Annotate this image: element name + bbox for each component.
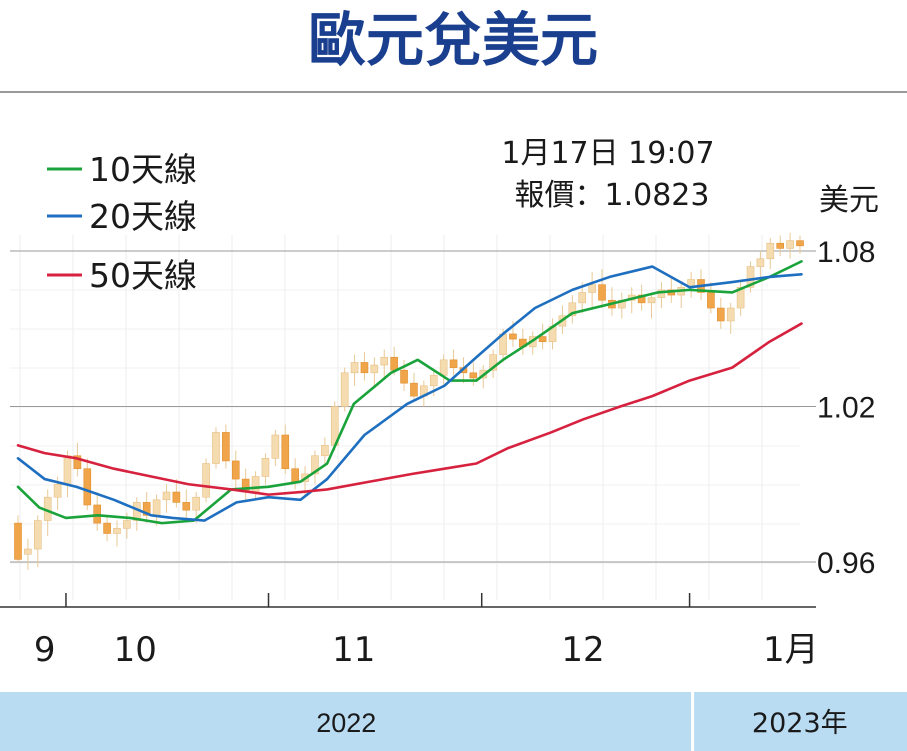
x-tick-label: 10 (114, 630, 157, 670)
legend-label-ma10: 10天線 (89, 150, 197, 189)
x-axis-tick-labels: 9 10 11 12 1月 (34, 630, 819, 670)
year-label-2022: 2022 (316, 708, 376, 738)
candle-body (53, 483, 62, 498)
y-axis-tick-labels: 1.08 1.02 0.96 (817, 236, 875, 580)
candle-body (231, 460, 240, 480)
candle-body (489, 354, 497, 371)
series-line-ma50 (16, 322, 803, 496)
candle-body (340, 372, 349, 407)
x-tick-label: 1月 (763, 630, 819, 670)
candle-body (746, 266, 755, 288)
candle-body (707, 292, 715, 309)
candle-body (786, 240, 794, 249)
candle-body (370, 364, 379, 374)
candle-body (93, 504, 101, 524)
candle-body (251, 476, 260, 493)
candle-body (83, 468, 92, 506)
candle-body (439, 359, 448, 376)
candle-body (73, 455, 82, 470)
annotation-price: 報價：1.0823 (515, 178, 710, 213)
moving-average-lines (16, 260, 803, 525)
x-tick-label: 12 (561, 630, 604, 670)
gridlines (10, 235, 816, 600)
candle-body (657, 289, 666, 298)
year-label-2023: 2023年 (752, 708, 848, 739)
x-axis-ticks (65, 593, 691, 607)
candlesticks (14, 232, 804, 570)
candle-body (14, 522, 22, 560)
candle-body (568, 302, 577, 317)
candle-body (103, 522, 111, 534)
candle-body (776, 242, 785, 249)
x-tick-label: 11 (332, 630, 375, 670)
year-band-background (0, 692, 907, 751)
y-tick-label: 1.08 (817, 236, 875, 269)
candle-body (142, 502, 151, 516)
candle-body (222, 432, 230, 462)
candle-body (410, 382, 418, 397)
candle-body (429, 375, 438, 387)
candle-body (202, 463, 210, 498)
candle-body (647, 297, 656, 304)
candle-body (469, 372, 478, 379)
candle-body (350, 362, 359, 374)
candle-body (113, 528, 121, 534)
candle-body (736, 286, 745, 309)
y-tick-label: 1.02 (817, 392, 875, 425)
candle-body (538, 336, 547, 343)
candle-body (291, 468, 299, 482)
x-tick-label: 9 (34, 630, 56, 670)
candle-body (360, 362, 369, 374)
legend-label-ma50: 50天線 (89, 256, 197, 295)
series-line-ma20 (16, 265, 803, 522)
series-line-ma10 (16, 260, 803, 525)
annotation-time: 1月17日 19:07 (501, 136, 714, 171)
candle-body (271, 434, 280, 459)
year-band: 2022 2023年 (0, 692, 907, 751)
candle-body (212, 432, 220, 464)
legend-label-ma20: 20天線 (89, 197, 197, 236)
candle-body (449, 359, 458, 368)
candle-body (33, 520, 42, 550)
candle-body (598, 284, 606, 301)
candle-body (766, 242, 775, 260)
candle-body (588, 284, 596, 293)
candle-body (261, 458, 270, 477)
candle-body (162, 491, 171, 501)
candle-body (311, 455, 319, 475)
candle-body (182, 502, 191, 511)
candle-body (192, 496, 200, 511)
candle-body (756, 258, 765, 267)
candle-body (380, 356, 389, 366)
candle-body (63, 455, 72, 485)
candle-body (796, 240, 804, 247)
candle-body (509, 333, 517, 340)
unit-label: 美元 (819, 183, 879, 218)
candle-body (578, 292, 587, 304)
candle-body (321, 445, 329, 457)
candle-body (172, 491, 181, 503)
candle-body (390, 356, 398, 371)
candle-body (717, 307, 725, 322)
candle-body (123, 520, 131, 529)
legend: 10天線 20天線 50天線 (47, 150, 197, 295)
candle-body (281, 434, 290, 469)
candle-body (726, 307, 735, 322)
candle-body (24, 548, 32, 555)
candle-body (400, 369, 408, 384)
candle-body (152, 499, 161, 516)
chart-title: 歐元兌美元 (308, 6, 598, 74)
y-tick-label: 0.96 (817, 547, 875, 580)
